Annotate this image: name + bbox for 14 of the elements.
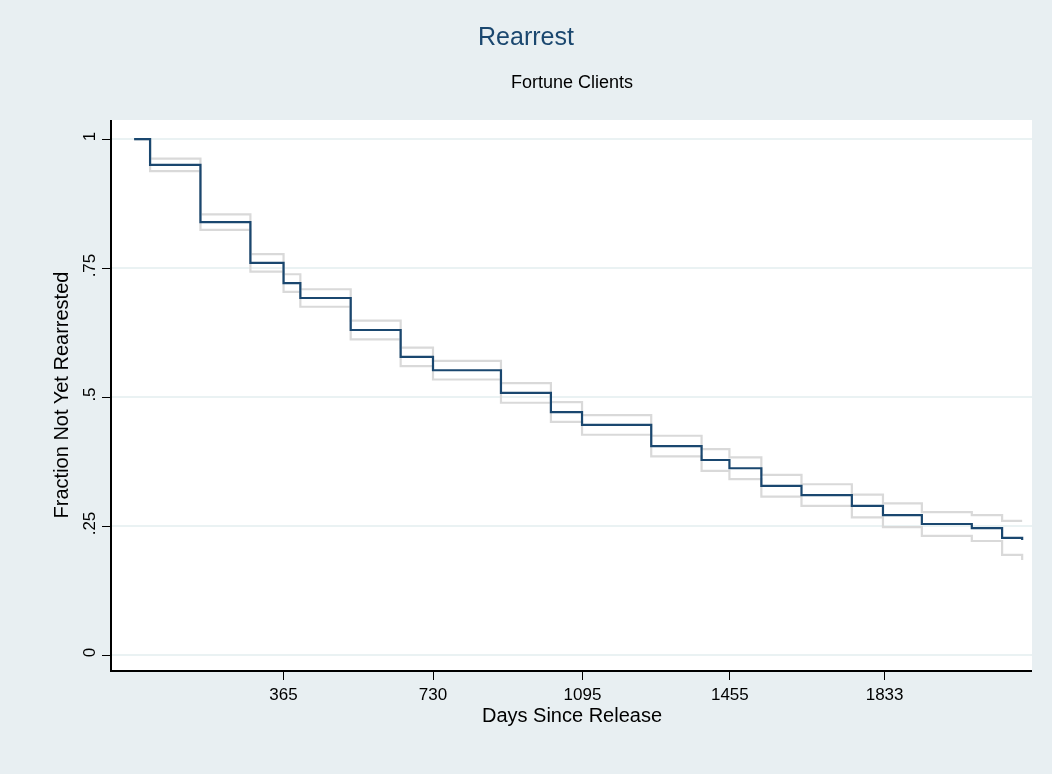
chart-title: Rearrest [478,21,574,50]
y-axis-title: Fraction Not Yet Rearrested [50,271,73,519]
y-tick-label: .5 [80,387,100,402]
x-tick-label: 365 [269,685,298,705]
x-tick-label: 1455 [710,685,749,705]
y-tick-label: 0 [80,647,100,658]
chart-subtitle: Fortune Clients [511,72,634,92]
x-tick-label: 1833 [865,685,904,705]
y-tick-label: 1 [80,131,100,142]
x-tick-label: 730 [418,685,448,705]
y-tick-label: .75 [80,253,100,278]
x-tick-label: 1095 [563,685,602,705]
x-axis-title: Days Since Release [481,704,663,727]
y-tick-label: .25 [80,511,100,536]
